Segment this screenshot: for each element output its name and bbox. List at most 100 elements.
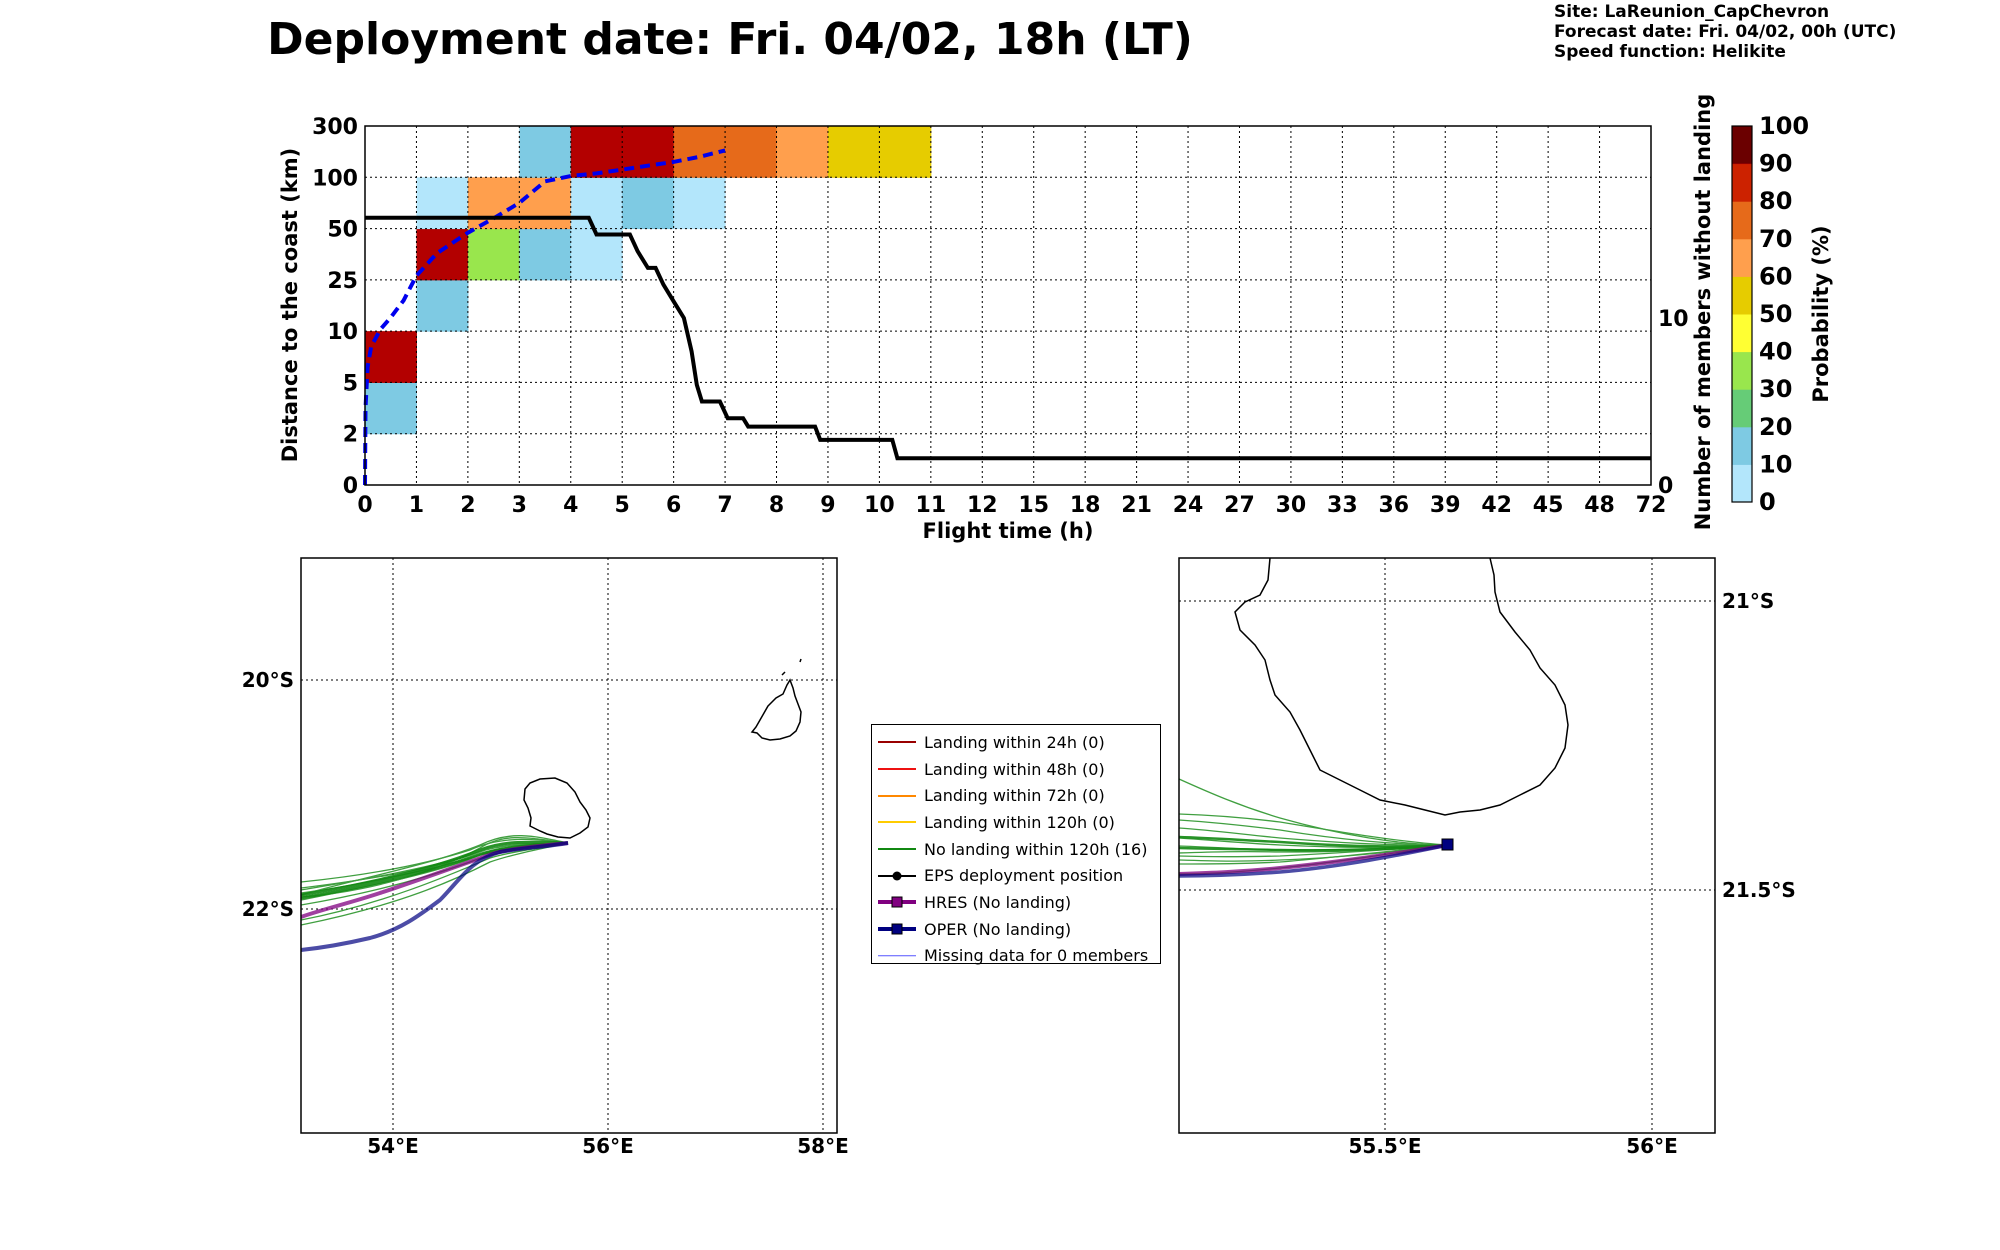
site-label: Site: LaReunion_CapChevron (1554, 2, 1830, 22)
local-trajectory-map: 55.5°E 56°E 21°S 21.5°S (1178, 557, 1796, 1158)
probability-cell (879, 126, 932, 178)
legend-item: Landing within 72h (0) (872, 782, 1160, 809)
member-trajectory (300, 835, 569, 896)
y2-tick-label: 10 (1658, 307, 1689, 332)
probability-cell (519, 177, 572, 230)
right-map-trajectories (1178, 778, 1449, 878)
x-tick-label: 30 (1276, 493, 1307, 518)
latitude-label: 21°S (1722, 589, 1774, 613)
reunion-coastline-detail (1234, 557, 1569, 816)
mauritius-coastline (750, 678, 802, 741)
x-tick-label: 72 (1636, 493, 1667, 518)
probability-cell (827, 126, 880, 178)
speed-function-label: Speed function: Helikite (1554, 42, 1786, 62)
legend-item: Landing within 48h (0) (872, 756, 1160, 783)
longitude-label: 54°E (367, 1134, 419, 1158)
x-tick-label: 21 (1121, 493, 1152, 518)
y2-axis-label: Number of members without landing (1691, 94, 1715, 531)
member-trajectory (1178, 813, 1449, 846)
legend-swatch (878, 950, 916, 962)
colorbar-cell (1732, 426, 1752, 465)
right-map-frame (1178, 557, 1716, 1134)
colorbar-cell (1732, 163, 1752, 202)
legend-item: OPER (No landing) (872, 916, 1160, 943)
x-tick-label: 10 (864, 493, 895, 518)
mean-distance-line (363, 148, 726, 486)
y-tick-label: 300 (312, 115, 358, 140)
colorbar-frame (1731, 125, 1753, 503)
x-tick-label: 0 (357, 493, 372, 518)
islet-outline (799, 658, 802, 663)
colorbar-tick-label: 70 (1759, 225, 1792, 253)
probability-cell (570, 228, 623, 281)
colorbar-tick-label: 20 (1759, 413, 1792, 441)
x-tick-label: 7 (717, 493, 732, 518)
colorbar-tick-label: 90 (1759, 150, 1792, 178)
x-tick-label: 42 (1481, 493, 1512, 518)
member-trajectory (1178, 819, 1449, 846)
probability-cell (365, 382, 417, 435)
longitude-label: 56°E (582, 1134, 634, 1158)
colorbar-tick-label: 60 (1759, 262, 1792, 290)
x-tick-label: 24 (1173, 493, 1204, 518)
legend-label: Landing within 120h (0) (924, 812, 1115, 832)
oper-trajectory (1178, 843, 1449, 878)
probability-cell (776, 126, 829, 178)
colorbar-cell (1732, 126, 1752, 164)
square-marker-icon (891, 923, 903, 935)
member-trajectory (300, 840, 569, 897)
longitude-label: 55.5°E (1348, 1134, 1421, 1158)
legend-label: Landing within 24h (0) (924, 732, 1105, 752)
x-tick-label: 12 (967, 493, 998, 518)
y-tick-label: 5 (343, 371, 358, 396)
x-axis-label: Flight time (h) (923, 519, 1094, 543)
colorbar-cell (1732, 314, 1752, 353)
x-tick-label: 8 (769, 493, 784, 518)
colorbar-tick-label: 80 (1759, 187, 1792, 215)
probability-cell (570, 177, 623, 230)
legend-item: Landing within 24h (0) (872, 729, 1160, 756)
legend-label: Landing within 48h (0) (924, 759, 1105, 779)
members-without-landing-line (365, 215, 1651, 461)
probability-cell (519, 228, 572, 281)
x-tick-label: 27 (1224, 493, 1255, 518)
legend-rows: Landing within 24h (0) Landing within 48h… (872, 729, 1160, 969)
legend-label: Missing data for 0 members (924, 946, 1149, 966)
x-tick-label: 11 (916, 493, 947, 518)
probability-cell (519, 126, 572, 178)
y-tick-label: 25 (327, 269, 358, 294)
y-tick-label: 2 (343, 423, 358, 448)
probability-cell (725, 126, 778, 178)
x-tick-label: 45 (1533, 493, 1564, 518)
x-tick-label: 9 (820, 493, 835, 518)
latitude-label: 20°S (242, 668, 294, 692)
colorbar-tick-label: 10 (1759, 450, 1792, 478)
probability-cell (622, 177, 675, 230)
circle-marker-icon (892, 871, 902, 881)
x-tick-label: 39 (1430, 493, 1461, 518)
site-info: Site: LaReunion_CapChevron Forecast date… (1554, 2, 1896, 62)
probability-cell (365, 331, 417, 383)
member-trajectory (1178, 827, 1449, 846)
trajectory-legend: Landing within 24h (0) Landing within 48h… (871, 724, 1161, 965)
right-map-latitude-labels: 21°S 21.5°S (1722, 589, 1796, 902)
left-map-latitude-labels: 20°S 22°S (242, 668, 294, 921)
probability-colorbar: 0 10 20 30 40 50 60 70 80 90 100 Probability (%) (1731, 112, 1833, 516)
legend-item: EPS deployment position (872, 862, 1160, 889)
y-axis-label: Distance to the coast (km) (278, 148, 302, 463)
legend-item: No landing within 120h (16) (872, 836, 1160, 863)
x-tick-label: 5 (615, 493, 630, 518)
probability-cell (416, 228, 469, 281)
legend-swatch (878, 763, 916, 775)
colorbar-cell (1732, 238, 1752, 277)
member-trajectory (1178, 843, 1449, 852)
distance-chart: 0 1 2 3 4 5 6 7 8 9 10 11 12 15 18 21 24 27 30 33 36 39 42 45 48… (278, 94, 1715, 543)
left-map-coastlines (523, 658, 802, 839)
legend-swatch (878, 816, 916, 828)
legend-swatch (878, 790, 916, 802)
y2-tick-labels: 0 10 (1658, 307, 1689, 499)
top-plot-frame (364, 125, 1652, 486)
probability-cell (416, 279, 469, 332)
